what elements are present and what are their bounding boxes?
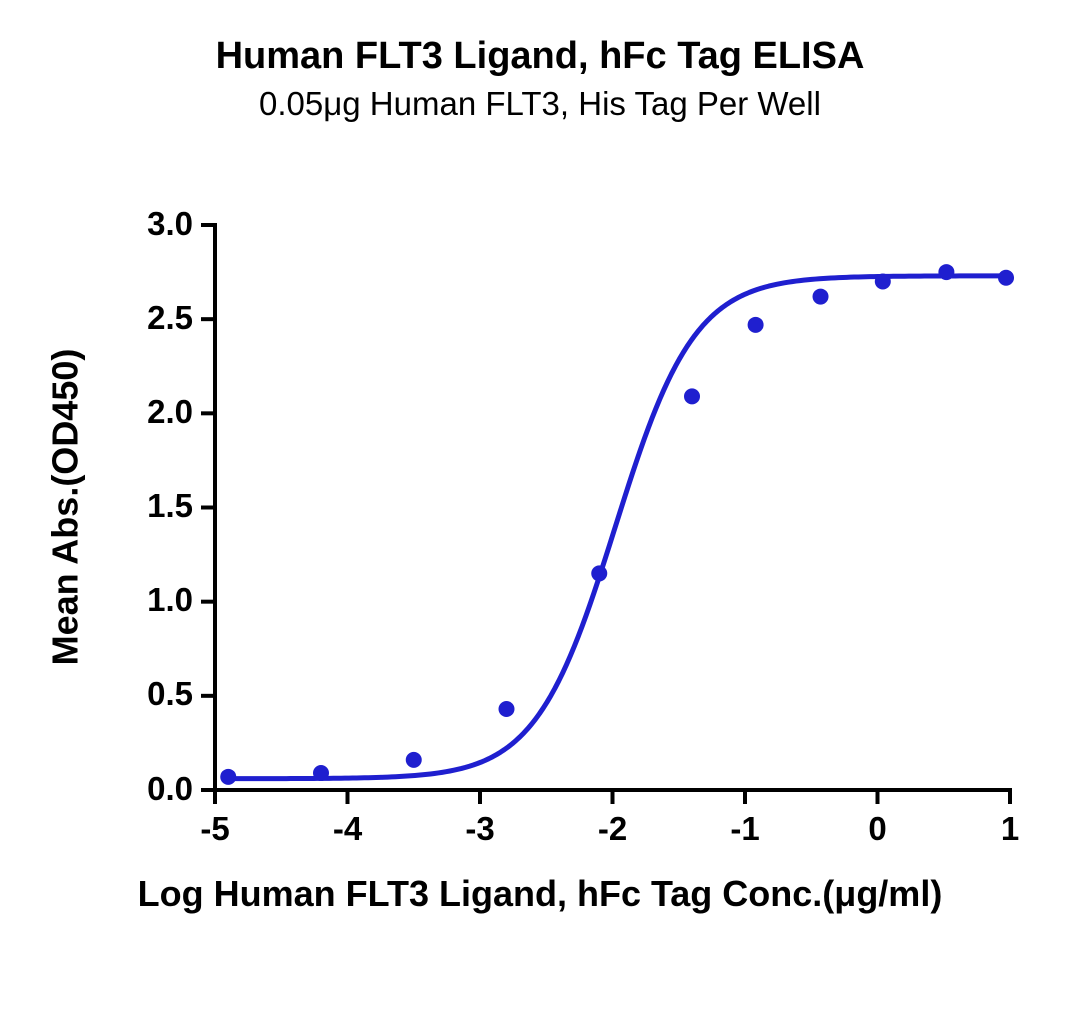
y-axis-label: Mean Abs.(OD450): [44, 224, 86, 789]
y-tick-label: 0.0: [113, 770, 193, 808]
x-tick-label: -3: [440, 810, 520, 848]
chart-container: { "chart": { "type": "line", "title": "H…: [0, 0, 1080, 1016]
y-tick-label: 1.0: [113, 581, 193, 619]
x-tick-label: 0: [838, 810, 918, 848]
x-tick-label: -2: [573, 810, 653, 848]
x-tick-label: -4: [308, 810, 388, 848]
y-tick-label: 2.5: [113, 299, 193, 337]
x-tick-label: -5: [175, 810, 255, 848]
x-tick-label: 1: [970, 810, 1050, 848]
x-tick-label: -1: [705, 810, 785, 848]
y-tick-label: 0.5: [113, 675, 193, 713]
x-axis-label: Log Human FLT3 Ligand, hFc Tag Conc.(μg/…: [0, 873, 1080, 915]
y-tick-label: 2.0: [113, 393, 193, 431]
y-tick-label: 3.0: [113, 205, 193, 243]
y-tick-label: 1.5: [113, 487, 193, 525]
